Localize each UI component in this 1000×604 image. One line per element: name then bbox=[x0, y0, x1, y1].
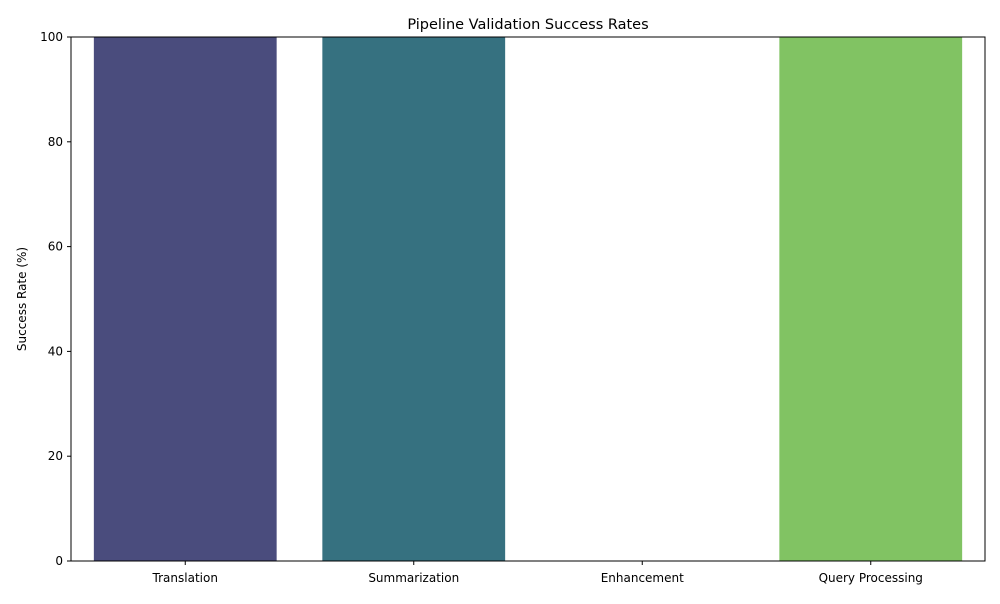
y-tick-label: 40 bbox=[48, 344, 63, 358]
y-axis-label: Success Rate (%) bbox=[15, 247, 29, 351]
y-tick-label: 0 bbox=[55, 554, 63, 568]
chart-title: Pipeline Validation Success Rates bbox=[407, 17, 648, 33]
bar-query-processing bbox=[779, 37, 963, 561]
plot-frame bbox=[70, 36, 986, 562]
x-tick-label: Query Processing bbox=[819, 571, 923, 585]
x-tick-label: Summarization bbox=[368, 571, 459, 585]
y-tick-label: 100 bbox=[40, 30, 63, 44]
bar-translation bbox=[93, 37, 277, 561]
x-tick-label: Enhancement bbox=[601, 571, 684, 585]
x-ticks: Translation Summarization Enhancement Query… bbox=[152, 561, 923, 585]
y-ticks: 0 20 40 60 80 100 bbox=[40, 30, 71, 568]
x-tick-label: Translation bbox=[152, 571, 218, 585]
y-tick-label: 60 bbox=[48, 240, 63, 254]
y-tick-label: 20 bbox=[48, 449, 63, 463]
y-tick-label: 80 bbox=[48, 135, 63, 149]
bar-summarization bbox=[322, 37, 506, 561]
bars-layer bbox=[93, 37, 963, 561]
